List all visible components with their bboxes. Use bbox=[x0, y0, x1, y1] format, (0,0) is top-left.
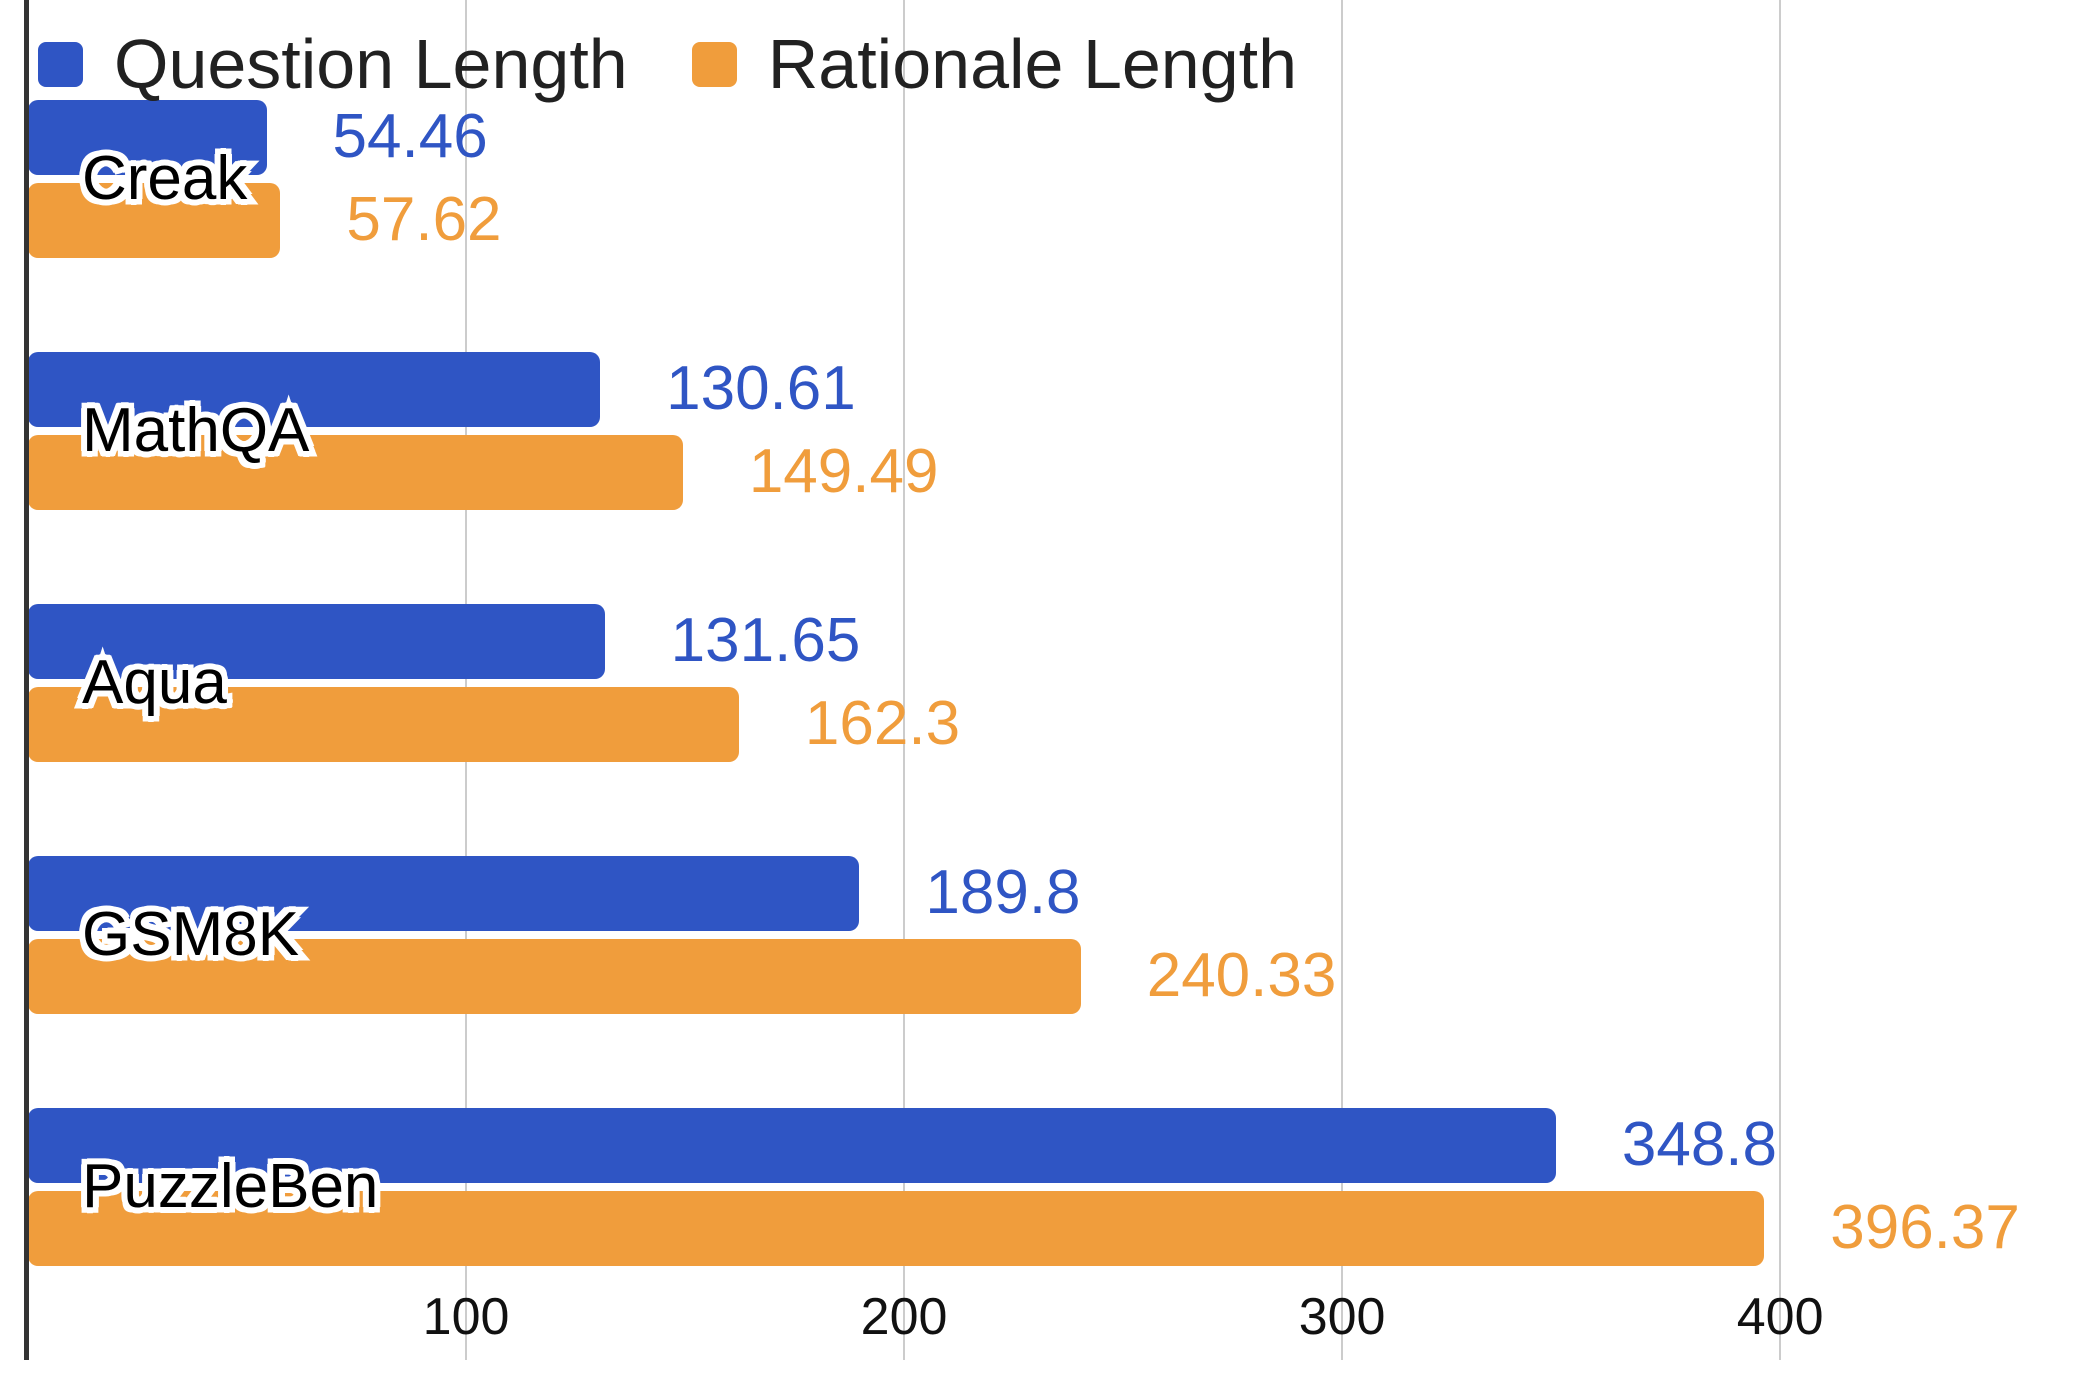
legend: Question Length Rationale Length bbox=[38, 0, 1297, 128]
category-label: Aqua Aqua bbox=[77, 646, 233, 719]
category-label-text: Aqua bbox=[82, 648, 227, 717]
gridline-100 bbox=[465, 0, 468, 1360]
legend-label-question-length: Question Length bbox=[114, 25, 628, 103]
rationale-length-bar bbox=[28, 183, 281, 258]
question-length-value-label: 348.8 bbox=[1621, 1110, 1778, 1179]
rationale-length-value-label: 162.3 bbox=[804, 689, 961, 758]
rationale-length-value-label: 240.33 bbox=[1146, 941, 1337, 1010]
question-length-bar bbox=[28, 604, 605, 679]
category-label-text: PuzzleBen bbox=[82, 1152, 379, 1221]
legend-swatch-rationale-length-icon bbox=[691, 41, 737, 87]
gridline-300 bbox=[1341, 0, 1344, 1360]
legend-swatch-question-length-icon bbox=[38, 41, 83, 87]
bar-group-gsm8k: 189.8 240.33 GSM8K GSM8K bbox=[28, 856, 2078, 1014]
question-length-value-label: 130.61 bbox=[666, 354, 856, 423]
rationale-length-value-label: 396.37 bbox=[1830, 1193, 2020, 1262]
rationale-length-bar bbox=[28, 1191, 1765, 1266]
question-length-bar bbox=[28, 856, 860, 931]
category-label-halo: PuzzleBen bbox=[76, 1150, 383, 1223]
rationale-length-bar bbox=[28, 939, 1081, 1014]
question-length-value-label: 189.8 bbox=[925, 858, 1081, 927]
rationale-length-bar bbox=[28, 687, 739, 762]
category-label: PuzzleBen PuzzleBen bbox=[76, 1150, 383, 1223]
category-label: MathQA MathQA bbox=[76, 394, 314, 467]
x-tick-label-300: 300 bbox=[1298, 1288, 1386, 1346]
legend-label-rationale-length: Rationale Length bbox=[767, 25, 1298, 103]
bar-group-mathqa: 130.61 149.49 MathQA MathQA bbox=[28, 352, 2078, 510]
gridline-200 bbox=[903, 0, 906, 1360]
category-label-text: GSM8K bbox=[82, 900, 300, 969]
category-label-text: Creak bbox=[82, 144, 248, 213]
x-tick-label-400: 400 bbox=[1736, 1288, 1824, 1346]
category-label-halo: Aqua bbox=[77, 646, 233, 719]
gridline-400 bbox=[1779, 0, 1782, 1360]
question-length-bar bbox=[28, 1108, 1556, 1183]
bar-group-puzzleben: 348.8 396.37 PuzzleBen PuzzleBen bbox=[28, 1108, 2078, 1266]
category-label: GSM8K GSM8K bbox=[76, 898, 304, 971]
x-tick-label-100: 100 bbox=[422, 1288, 510, 1346]
bar-group-aqua: 131.65 162.3 Aqua Aqua bbox=[28, 604, 2078, 762]
question-length-bar bbox=[28, 352, 601, 427]
plot-area: 54.46 57.62 Creak Creak 130.61 149.49 MathQA Ma… bbox=[28, 0, 2078, 1360]
y-axis-line bbox=[24, 0, 29, 1360]
rationale-length-value-label: 57.62 bbox=[346, 185, 502, 254]
bar-group-creak: 54.46 57.62 Creak Creak bbox=[28, 100, 2078, 258]
category-label-halo: MathQA bbox=[76, 394, 314, 467]
category-label-halo: GSM8K bbox=[76, 898, 304, 971]
question-length-value-label: 131.65 bbox=[670, 606, 861, 675]
question-length-value-label: 54.46 bbox=[332, 102, 488, 171]
rationale-length-bar bbox=[28, 435, 683, 510]
rationale-length-value-label: 149.49 bbox=[748, 437, 939, 506]
category-label-halo: Creak bbox=[76, 142, 252, 215]
category-label: Creak Creak bbox=[76, 142, 252, 215]
legend-item-rationale-length: Rationale Length bbox=[691, 24, 1298, 104]
legend-item-question-length: Question Length bbox=[38, 24, 628, 104]
category-label-text: MathQA bbox=[82, 396, 310, 465]
question-length-bar bbox=[28, 100, 267, 175]
x-tick-label-200: 200 bbox=[860, 1288, 948, 1346]
